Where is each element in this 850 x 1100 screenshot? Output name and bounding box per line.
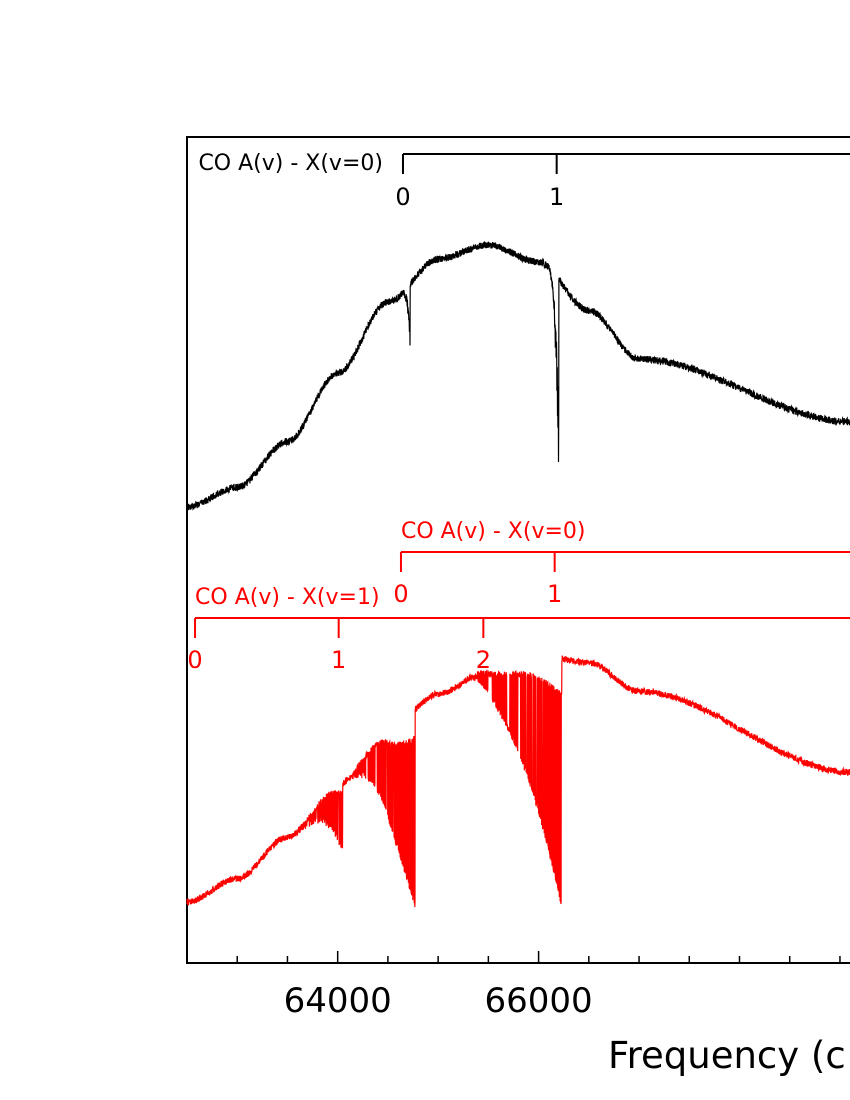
series-trace-1 bbox=[187, 656, 850, 907]
progression-markers: 0 1 CO A(v) - X(v=0) 0 1 CO A(v) - X(v=0) 0 1 2 C… bbox=[187, 151, 850, 674]
progression-0: 0 1 CO A(v) - X(v=0) bbox=[198, 151, 850, 211]
x-axis: 64000 66000 bbox=[237, 951, 840, 1021]
progression-label: CO A(v) - X(v=0) bbox=[401, 519, 586, 544]
progression-2: 0 1 2 CO A(v) - X(v=1) bbox=[187, 585, 850, 674]
x-tick-label: 64000 bbox=[284, 981, 392, 1021]
progression-tick-label: 0 bbox=[395, 183, 410, 211]
x-axis-label: Frequency (c bbox=[608, 1034, 846, 1077]
series-layer bbox=[187, 242, 850, 907]
progression-tick-label: 1 bbox=[331, 646, 346, 674]
progression-label: CO A(v) - X(v=1) bbox=[195, 585, 380, 610]
progression-tick-label: 2 bbox=[476, 646, 491, 674]
progression-tick-label: 1 bbox=[549, 183, 564, 211]
progression-tick-label: 1 bbox=[547, 580, 562, 608]
progression-tick-label: 0 bbox=[393, 580, 408, 608]
series-trace-0 bbox=[187, 242, 850, 510]
progression-label: CO A(v) - X(v=0) bbox=[198, 151, 383, 176]
progression-1: 0 1 CO A(v) - X(v=0) bbox=[393, 519, 850, 608]
x-tick-label: 66000 bbox=[485, 981, 593, 1021]
progression-tick-label: 0 bbox=[187, 646, 202, 674]
